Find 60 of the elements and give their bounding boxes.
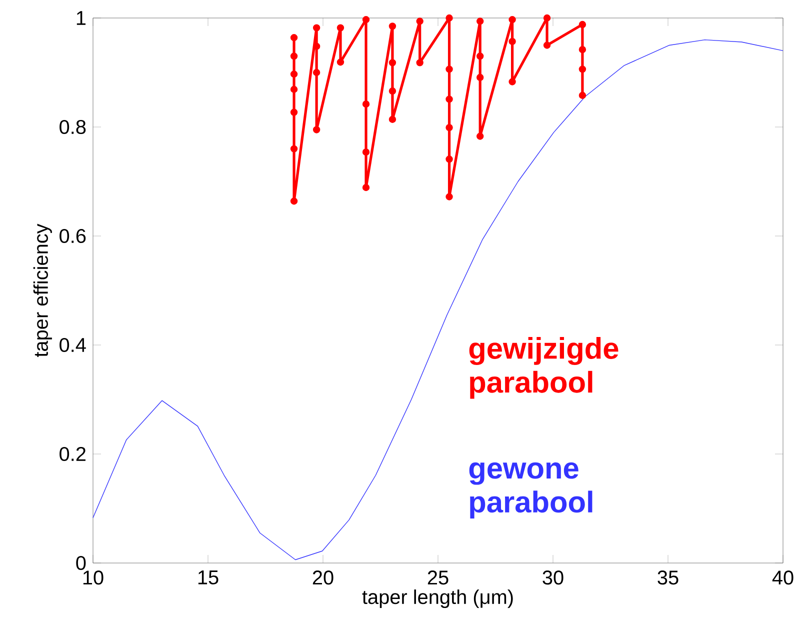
point xyxy=(388,22,396,30)
y-tick-label: 0 xyxy=(76,556,86,570)
point xyxy=(476,52,484,60)
point xyxy=(290,34,298,42)
point xyxy=(336,58,344,66)
point xyxy=(543,14,551,22)
text: gewone parabool xyxy=(469,462,592,519)
point xyxy=(290,108,298,116)
line-series xyxy=(92,39,784,560)
y-tick-label: 0.2 xyxy=(60,446,86,462)
point xyxy=(508,38,516,46)
point xyxy=(446,66,453,73)
x-tick-label: 10 xyxy=(83,570,104,585)
point xyxy=(508,16,516,24)
x-tick-label: 30 xyxy=(542,570,564,585)
point xyxy=(508,78,516,86)
point xyxy=(336,24,344,32)
point xyxy=(578,20,586,28)
point xyxy=(312,24,320,32)
y-tick-label: 0.4 xyxy=(60,338,86,352)
x-axis-title: taper length (μm) xyxy=(362,589,513,608)
point xyxy=(543,42,551,49)
point xyxy=(476,18,484,25)
y-tick-label: 0.8 xyxy=(60,120,86,134)
point xyxy=(446,14,453,22)
text: gewijzigde parabool xyxy=(469,337,618,399)
point xyxy=(290,86,298,93)
point xyxy=(388,87,396,95)
point xyxy=(476,74,484,81)
point xyxy=(388,59,396,66)
y-tick-label: 1 xyxy=(76,11,86,25)
x-tick-label: 15 xyxy=(198,570,218,584)
point xyxy=(290,52,298,60)
point xyxy=(362,184,370,192)
x-tick-label: 20 xyxy=(312,570,334,585)
point xyxy=(446,193,453,200)
point xyxy=(312,42,320,50)
point xyxy=(578,46,586,54)
point xyxy=(312,126,320,134)
point xyxy=(290,145,298,152)
point xyxy=(290,70,298,78)
point xyxy=(578,66,586,73)
point xyxy=(416,59,424,66)
point xyxy=(388,116,396,123)
x-tick-label: 40 xyxy=(772,570,794,585)
y-axis-title: taper efficiency xyxy=(33,224,52,358)
point xyxy=(446,156,453,163)
point xyxy=(290,198,298,205)
point xyxy=(446,96,453,103)
x-tick-label: 35 xyxy=(658,570,678,585)
y-tick-label: 0.6 xyxy=(60,228,86,244)
x-tick-label: 25 xyxy=(428,570,448,585)
point xyxy=(362,100,370,108)
point xyxy=(416,18,424,25)
point xyxy=(476,132,484,140)
point xyxy=(362,16,370,24)
point xyxy=(312,68,320,76)
point xyxy=(362,148,370,156)
point xyxy=(578,92,586,99)
point xyxy=(446,124,453,132)
